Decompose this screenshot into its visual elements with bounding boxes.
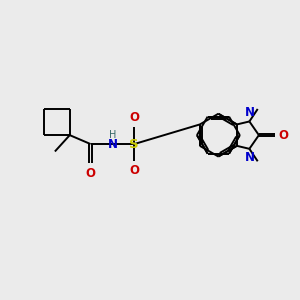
Text: H: H: [109, 130, 116, 140]
Text: O: O: [129, 164, 139, 177]
Text: O: O: [129, 111, 139, 124]
Text: O: O: [85, 167, 96, 180]
Text: N: N: [244, 106, 254, 119]
Text: N: N: [107, 138, 118, 151]
Text: S: S: [129, 138, 139, 151]
Text: N: N: [244, 151, 254, 164]
Text: O: O: [279, 129, 289, 142]
